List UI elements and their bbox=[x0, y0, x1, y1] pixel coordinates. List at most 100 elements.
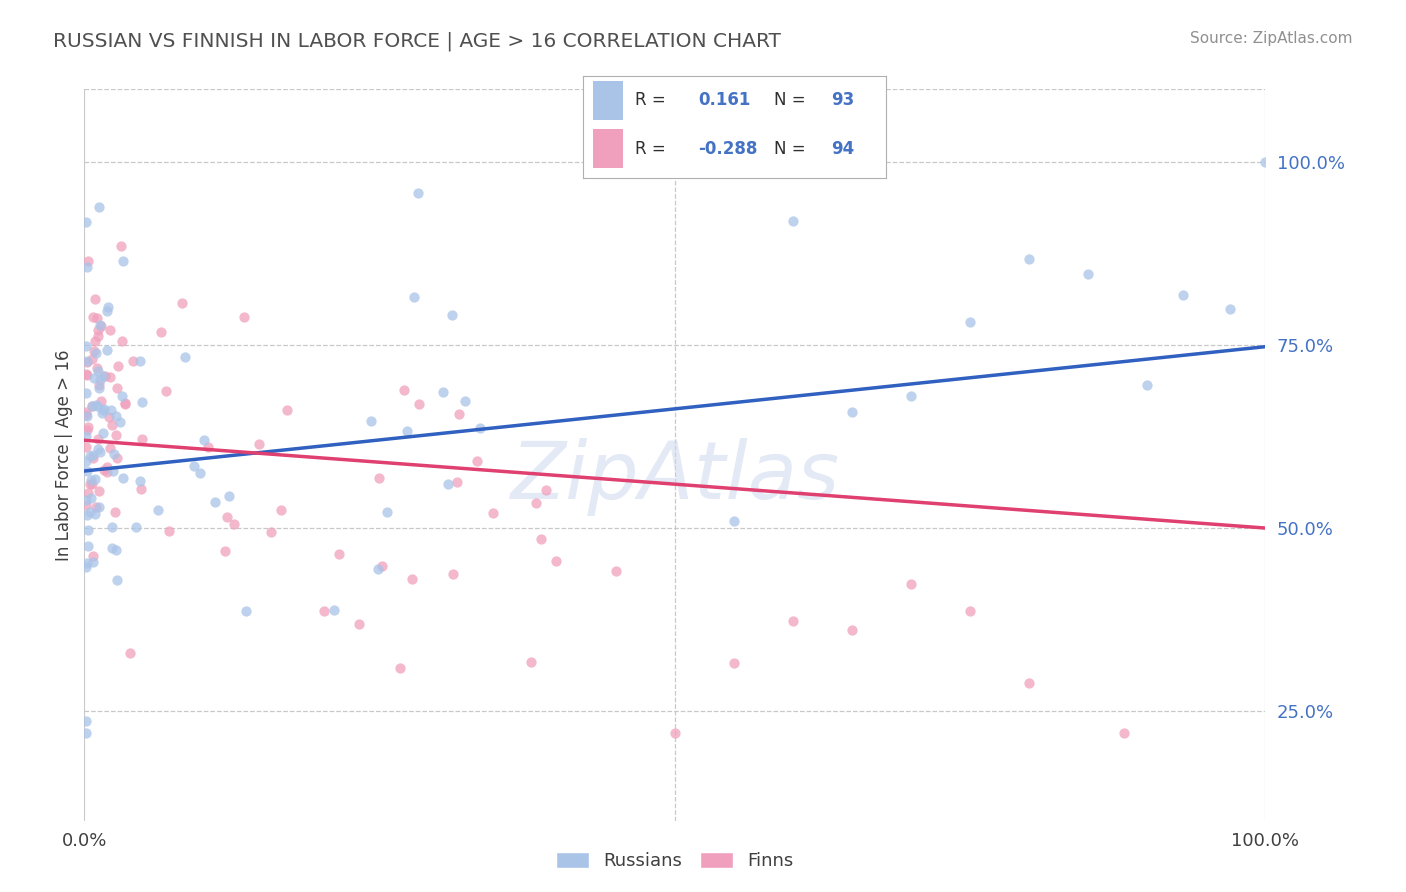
Point bbox=[723, 656, 745, 670]
Point bbox=[103, 447, 125, 461]
Point bbox=[75, 409, 97, 423]
Point bbox=[87, 381, 110, 395]
Point bbox=[218, 489, 240, 503]
Text: RUSSIAN VS FINNISH IN LABOR FORCE | AGE > 16 CORRELATION CHART: RUSSIAN VS FINNISH IN LABOR FORCE | AGE … bbox=[53, 31, 782, 51]
Point bbox=[93, 463, 115, 477]
Point bbox=[214, 544, 236, 558]
Point bbox=[104, 409, 127, 423]
Point bbox=[97, 300, 120, 314]
Point bbox=[87, 483, 110, 498]
Point bbox=[235, 604, 257, 618]
Point bbox=[98, 369, 121, 384]
Point bbox=[79, 474, 101, 488]
Point bbox=[75, 405, 97, 419]
Point bbox=[323, 603, 346, 617]
Point bbox=[129, 353, 152, 368]
Point bbox=[468, 421, 491, 435]
Point bbox=[536, 483, 558, 497]
Point bbox=[441, 309, 464, 323]
Point bbox=[77, 523, 100, 537]
Point bbox=[437, 477, 460, 491]
Point bbox=[76, 409, 98, 424]
Point bbox=[76, 508, 98, 522]
Text: 0.161: 0.161 bbox=[699, 92, 751, 110]
Point bbox=[520, 655, 543, 669]
Point bbox=[247, 436, 270, 450]
Point bbox=[80, 476, 103, 491]
Point bbox=[110, 239, 132, 253]
Point bbox=[98, 323, 121, 337]
Point bbox=[111, 334, 134, 349]
Point bbox=[114, 397, 136, 411]
Text: N =: N = bbox=[773, 140, 806, 158]
Point bbox=[260, 525, 283, 540]
Point bbox=[197, 440, 219, 454]
Point bbox=[75, 385, 97, 400]
Point bbox=[76, 354, 98, 368]
Point bbox=[401, 572, 423, 586]
Point bbox=[75, 338, 97, 352]
Point bbox=[80, 399, 103, 413]
Point bbox=[270, 502, 292, 516]
Point bbox=[367, 562, 389, 576]
Point bbox=[76, 464, 98, 478]
Point bbox=[388, 661, 411, 675]
Point bbox=[108, 415, 131, 429]
Point bbox=[96, 304, 118, 318]
Point bbox=[204, 495, 226, 509]
Text: N =: N = bbox=[773, 92, 806, 110]
Bar bbox=[592, 129, 623, 168]
Text: 94: 94 bbox=[831, 140, 855, 158]
Point bbox=[76, 354, 98, 368]
Point bbox=[112, 471, 135, 485]
Point bbox=[75, 440, 97, 454]
Point bbox=[93, 369, 115, 384]
Point bbox=[90, 393, 112, 408]
Text: R =: R = bbox=[636, 92, 665, 110]
Point bbox=[87, 442, 110, 456]
Point bbox=[441, 566, 464, 581]
Point bbox=[900, 576, 922, 591]
Point bbox=[188, 466, 211, 480]
Point bbox=[86, 433, 108, 447]
Point bbox=[1018, 676, 1040, 690]
Point bbox=[524, 496, 547, 510]
Point bbox=[93, 402, 115, 417]
Point bbox=[79, 449, 101, 463]
Point bbox=[129, 483, 152, 497]
Point bbox=[75, 215, 97, 229]
Point bbox=[84, 500, 107, 514]
Point bbox=[174, 350, 197, 364]
Point bbox=[394, 383, 416, 397]
Point bbox=[1219, 302, 1241, 317]
Point bbox=[91, 406, 114, 420]
Point bbox=[100, 520, 122, 534]
Point bbox=[449, 407, 471, 421]
Point bbox=[86, 398, 108, 412]
Point bbox=[150, 325, 173, 339]
Y-axis label: In Labor Force | Age > 16: In Labor Force | Age > 16 bbox=[55, 349, 73, 561]
Point bbox=[96, 343, 118, 357]
Point bbox=[100, 403, 122, 417]
Point bbox=[96, 460, 118, 475]
Point bbox=[86, 399, 108, 413]
Point bbox=[146, 503, 169, 517]
Point bbox=[222, 517, 245, 532]
Point bbox=[959, 604, 981, 618]
Point bbox=[76, 260, 98, 274]
Point bbox=[89, 373, 111, 387]
Point bbox=[232, 310, 254, 325]
Point bbox=[82, 448, 104, 462]
Point bbox=[104, 542, 127, 557]
Point bbox=[87, 378, 110, 392]
Point bbox=[1136, 378, 1159, 392]
Point bbox=[82, 352, 104, 367]
Point bbox=[76, 368, 98, 383]
Point bbox=[1171, 288, 1194, 302]
Point bbox=[112, 254, 135, 268]
Point bbox=[129, 474, 152, 488]
Point bbox=[79, 477, 101, 491]
Point bbox=[110, 389, 132, 403]
Point bbox=[1254, 155, 1277, 169]
Point bbox=[83, 334, 105, 348]
